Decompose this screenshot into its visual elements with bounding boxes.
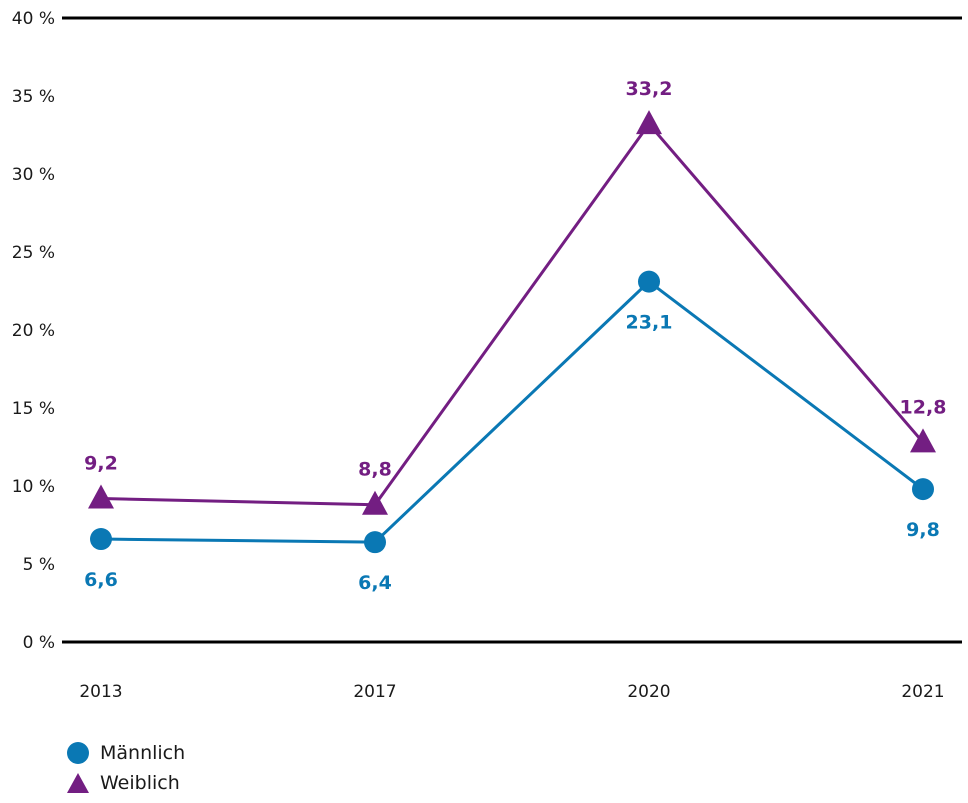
data-point-circle <box>638 270 660 293</box>
y-tick-label: 10 % <box>12 477 55 497</box>
legend-item-maennlich: Männlich <box>66 738 185 768</box>
data-label: 33,2 <box>626 78 673 100</box>
y-tick-label: 5 % <box>23 555 55 575</box>
triangle-marker-icon <box>67 773 89 793</box>
legend-label-maennlich: Männlich <box>100 742 186 764</box>
y-tick-label: 0 % <box>23 633 55 653</box>
y-tick-label: 30 % <box>12 165 55 185</box>
y-tick-label: 35 % <box>12 87 55 107</box>
data-point-circle <box>90 528 112 551</box>
data-label: 6,4 <box>358 572 392 594</box>
data-label: 6,6 <box>84 569 118 591</box>
data-label: 9,8 <box>906 519 940 541</box>
x-tick-label: 2017 <box>353 682 396 702</box>
data-point-circle <box>364 531 386 554</box>
x-tick-label: 2021 <box>901 682 944 702</box>
y-tick-label: 20 % <box>12 321 55 341</box>
circle-marker-icon <box>67 742 89 764</box>
x-tick-label: 2013 <box>79 682 122 702</box>
data-label: 12,8 <box>900 396 947 418</box>
y-tick-label: 40 % <box>12 9 55 29</box>
data-label: 8,8 <box>358 459 392 481</box>
data-point-triangle <box>636 110 662 135</box>
y-tick-label: 25 % <box>12 243 55 263</box>
series-line-männlich <box>100 280 924 544</box>
y-tick-label: 15 % <box>12 399 55 419</box>
data-point-triangle <box>910 428 936 453</box>
line-chart: 0 % 5 % 10 % 15 % 20 % 25 % 30 % 35 % 40 % 2013 2… <box>12 9 962 702</box>
legend-label-weiblich: Weiblich <box>100 772 180 794</box>
data-label: 23,1 <box>626 312 673 334</box>
data-point-triangle <box>88 484 114 509</box>
legend: Männlich Weiblich <box>66 738 185 798</box>
legend-item-weiblich: Weiblich <box>66 768 185 798</box>
data-label: 9,2 <box>84 452 118 474</box>
data-point-triangle <box>362 490 388 515</box>
series-line-weiblich <box>100 122 925 507</box>
x-tick-label: 2020 <box>627 682 670 702</box>
data-point-circle <box>912 478 934 501</box>
